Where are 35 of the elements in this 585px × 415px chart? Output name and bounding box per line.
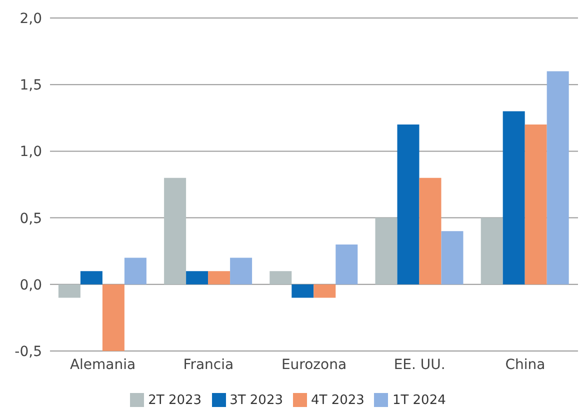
bar <box>375 218 398 284</box>
bar <box>270 271 292 284</box>
bar <box>397 124 420 284</box>
y-tick-label: 0,5 <box>20 210 42 227</box>
x-tick-label: Eurozona <box>281 356 347 373</box>
bar <box>230 258 252 284</box>
bar <box>336 244 358 284</box>
legend-label: 4T 2023 <box>311 393 364 408</box>
legend-label: 3T 2023 <box>230 393 283 408</box>
x-tick-label: Alemania <box>70 356 136 373</box>
x-tick-label: China <box>505 356 546 373</box>
legend-label: 1T 2024 <box>392 393 446 408</box>
bar <box>80 271 102 284</box>
bar <box>292 284 314 298</box>
bar <box>441 231 464 284</box>
bar <box>546 71 569 284</box>
bar <box>524 124 547 284</box>
bar <box>164 178 186 284</box>
bar <box>502 111 525 284</box>
bar <box>102 284 124 351</box>
legend-label: 2T 2023 <box>148 393 202 408</box>
x-tick-label: Francia <box>183 356 234 373</box>
bar <box>208 271 230 284</box>
y-tick-label: 2,0 <box>20 10 42 27</box>
bar <box>480 218 503 284</box>
y-tick-label: -0,5 <box>14 344 42 360</box>
x-tick-label: EE. UU. <box>394 356 446 373</box>
bar <box>124 258 146 284</box>
y-tick-label: 1,0 <box>20 144 42 160</box>
bar <box>186 271 208 284</box>
y-tick-label: 1,5 <box>20 78 42 94</box>
bar <box>419 178 442 284</box>
y-tick-label: 0,0 <box>20 277 42 294</box>
bar <box>314 284 336 298</box>
bar <box>58 284 80 298</box>
